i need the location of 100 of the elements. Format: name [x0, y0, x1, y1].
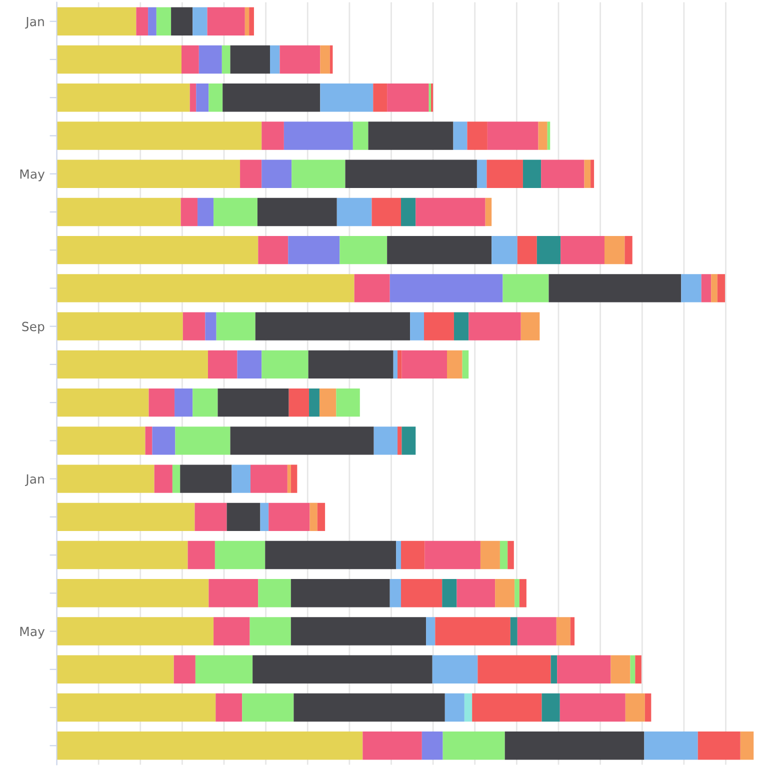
- bar: [240, 160, 262, 188]
- bar: [216, 312, 256, 340]
- bar: [547, 122, 550, 150]
- bar: [294, 693, 445, 722]
- bar: [292, 160, 346, 188]
- bar: [424, 540, 480, 570]
- bar: [290, 617, 426, 646]
- bar: [280, 45, 320, 74]
- bar: [180, 198, 198, 226]
- bar: [171, 7, 193, 36]
- bar: [249, 7, 254, 36]
- bar: [422, 732, 443, 760]
- bar: [701, 274, 712, 302]
- bar: [262, 350, 308, 379]
- bar: [195, 655, 253, 684]
- bar: [435, 617, 510, 646]
- bar: [398, 350, 402, 379]
- bar: [570, 617, 575, 646]
- bar: [442, 732, 505, 760]
- bar: [401, 540, 425, 570]
- bar: [390, 274, 503, 302]
- bar: [410, 312, 424, 340]
- bar: [174, 388, 193, 417]
- bar: [548, 274, 682, 302]
- bar: [480, 540, 500, 570]
- bar: [447, 350, 462, 379]
- y-tick-label: Sep: [22, 322, 44, 334]
- bar: [542, 693, 560, 722]
- bar: [519, 579, 526, 608]
- bar: [500, 540, 508, 570]
- bar: [56, 732, 363, 760]
- bar: [352, 122, 368, 150]
- bar: [56, 45, 182, 74]
- bar: [205, 312, 216, 340]
- bar: [610, 655, 630, 684]
- bar: [398, 426, 402, 455]
- bar: [56, 236, 258, 264]
- bar: [56, 502, 195, 532]
- bar: [538, 122, 548, 150]
- bar: [182, 312, 206, 340]
- bar: [310, 502, 318, 532]
- bar: [514, 579, 520, 608]
- bar: [180, 464, 232, 493]
- bar: [244, 7, 250, 36]
- bar: [517, 236, 537, 264]
- bar: [56, 160, 240, 188]
- bar: [194, 502, 227, 532]
- bar: [181, 45, 199, 74]
- bar: [290, 579, 390, 608]
- bar: [230, 426, 374, 455]
- bar: [510, 617, 518, 646]
- bar: [287, 464, 291, 493]
- bar: [172, 464, 180, 493]
- bar: [444, 693, 464, 722]
- bar: [319, 388, 336, 417]
- bar: [56, 122, 262, 150]
- bar: [56, 83, 190, 112]
- bar: [208, 350, 238, 379]
- bar: [740, 732, 754, 760]
- bar: [56, 274, 354, 302]
- bar: [56, 579, 209, 608]
- bar: [393, 350, 398, 379]
- y-tick-label: May: [20, 626, 45, 639]
- bar: [56, 350, 208, 379]
- y-tick-label: May: [20, 169, 45, 182]
- bar: [154, 464, 172, 493]
- bar: [432, 655, 478, 684]
- bar: [625, 693, 645, 722]
- bar: [156, 7, 172, 36]
- bar: [260, 502, 269, 532]
- y-tick-label: Jan: [25, 474, 44, 486]
- bar: [196, 83, 209, 112]
- bar: [232, 464, 250, 493]
- bar: [56, 7, 136, 36]
- bar: [262, 122, 284, 150]
- bar: [502, 274, 549, 302]
- bar: [320, 45, 330, 74]
- bar: [345, 160, 477, 188]
- bar: [214, 617, 250, 646]
- bar: [462, 350, 469, 379]
- bar: [374, 426, 398, 455]
- bar: [644, 693, 652, 722]
- bar: [268, 502, 310, 532]
- bar: [258, 579, 291, 608]
- bar: [486, 160, 523, 188]
- bar: [56, 312, 183, 340]
- bar: [495, 579, 515, 608]
- bar: [56, 426, 146, 455]
- y-tick-label: Jan: [25, 16, 44, 29]
- bar: [320, 83, 374, 112]
- bar: [711, 274, 718, 302]
- bar: [56, 655, 174, 684]
- bar: [453, 122, 468, 150]
- bar: [250, 617, 291, 646]
- bar: [257, 198, 337, 226]
- bar: [230, 45, 270, 74]
- bar: [262, 160, 292, 188]
- bar: [430, 83, 434, 112]
- bar: [557, 655, 611, 684]
- bar: [396, 540, 402, 570]
